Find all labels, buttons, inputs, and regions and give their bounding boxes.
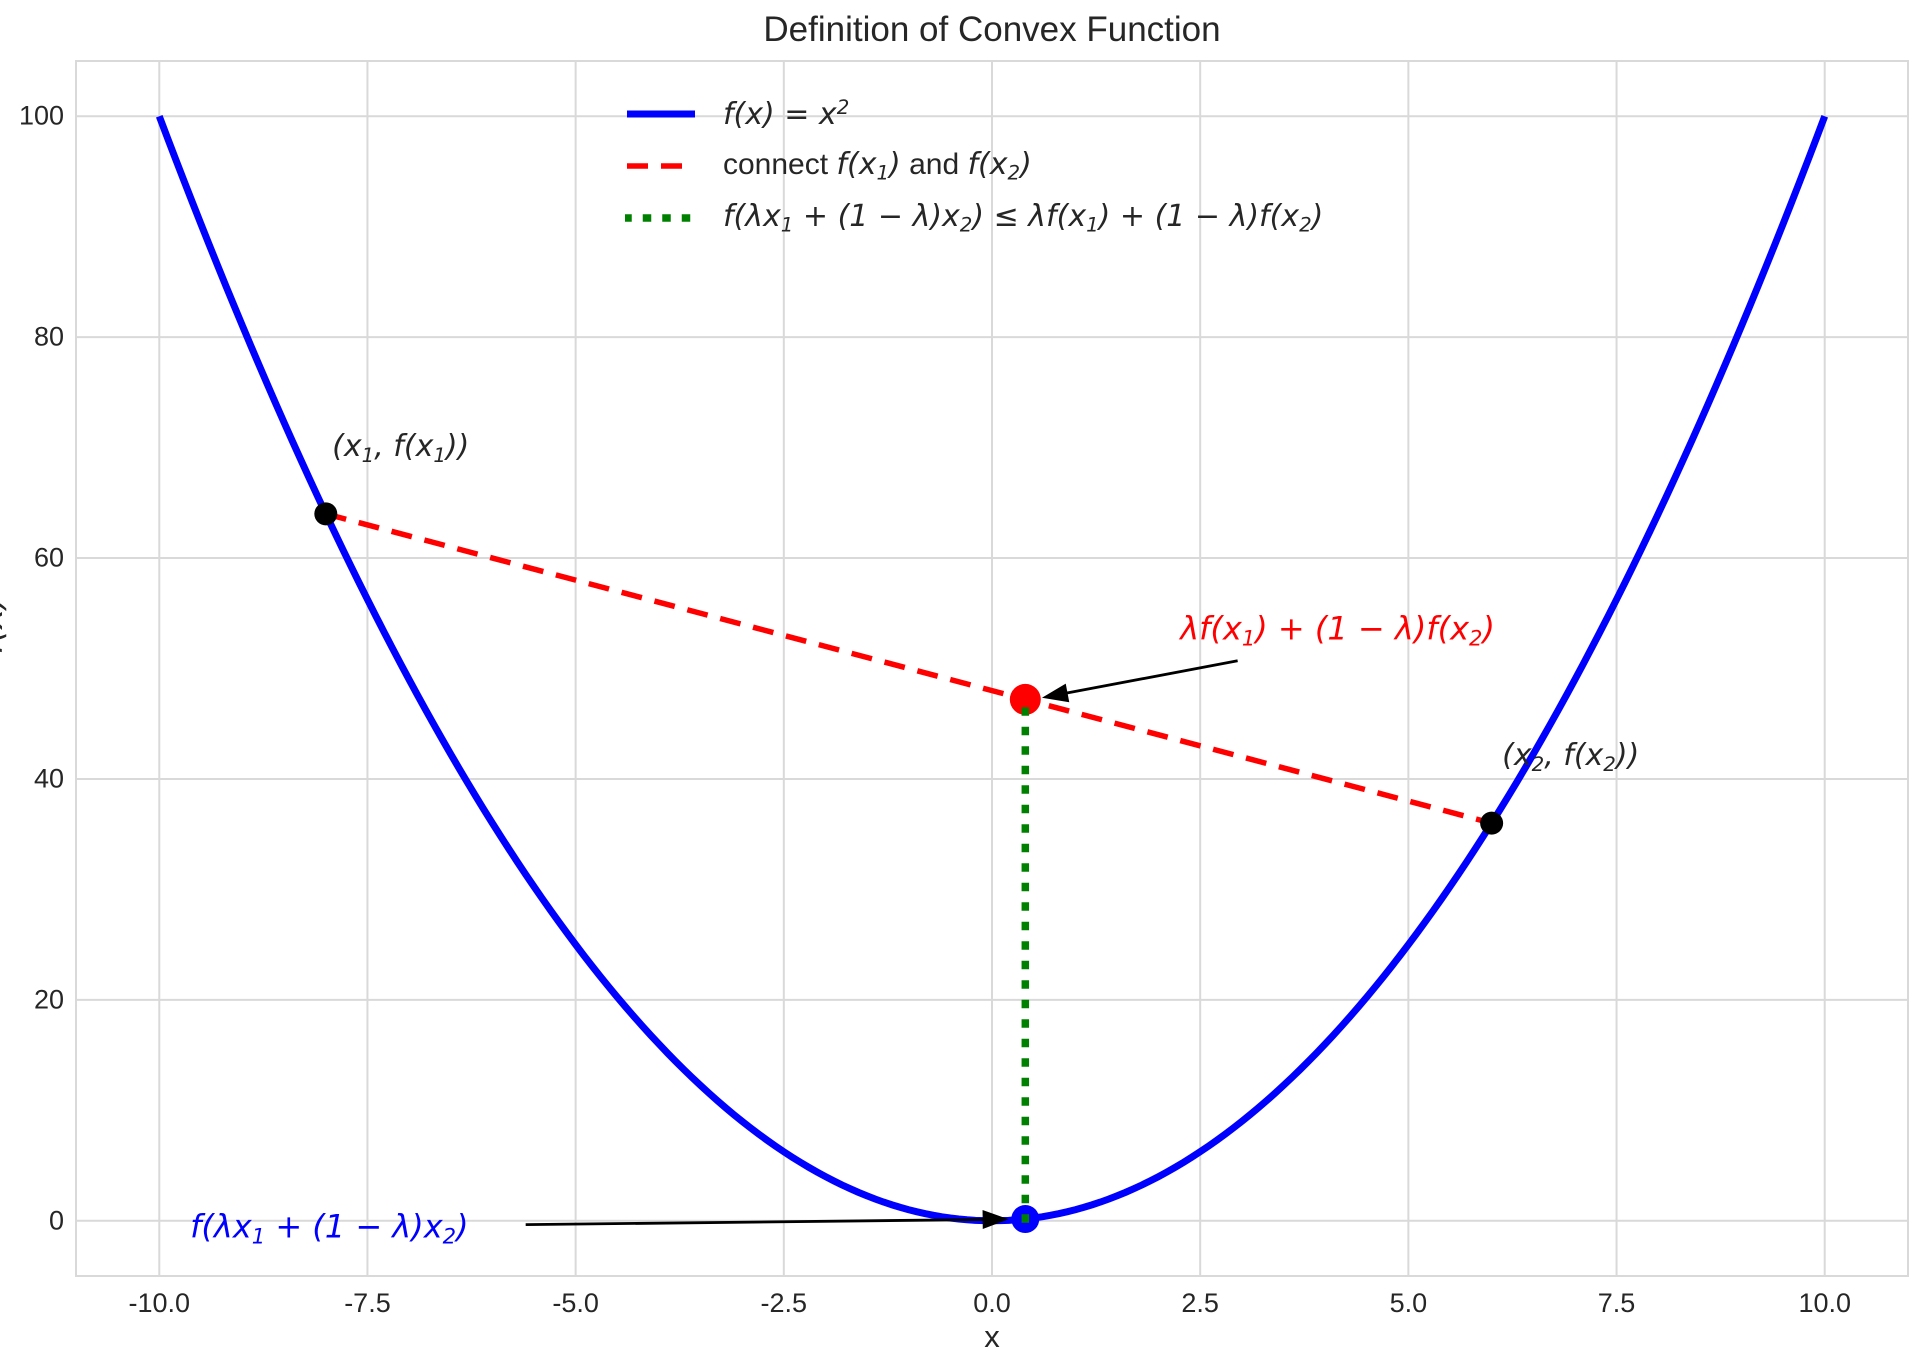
x-tick-label: 10.0 (1798, 1288, 1851, 1318)
point1-label: (x1, f(x1)) (332, 428, 470, 467)
x-tick-label: 0.0 (973, 1288, 1011, 1318)
plot-frame (75, 60, 1909, 1277)
y-tick-label: 0 (48, 1205, 64, 1236)
y-tick-label: 20 (33, 984, 64, 1015)
chord-line (325, 511, 1493, 826)
arrow-chord-value-head (1041, 683, 1070, 703)
annotation-curve-value: f(λx1 + (1 − λ)x2) (190, 1207, 469, 1249)
x-tick-label: -2.5 (760, 1288, 808, 1318)
arrow-curve-value-head (982, 1210, 1009, 1230)
arrow-chord-value-line (1063, 659, 1238, 696)
x-tick-label: -10.0 (128, 1288, 191, 1318)
x-tick-label: -7.5 (344, 1288, 391, 1318)
y-tick-label: 100 (18, 100, 64, 131)
y-axis-label: f(x) (0, 595, 11, 655)
legend: f(x) = x2 connect f(x1) and f(x2) f(λx1 + … (623, 88, 1324, 244)
y-tick-label: 60 (33, 542, 64, 573)
point-p1 (314, 502, 338, 526)
y-tick-label: 80 (33, 321, 64, 352)
y-tick-label: 40 (33, 763, 64, 794)
annotation-chord-value: λf(x1) + (1 − λ)f(x2) (1180, 609, 1495, 651)
chart-title: Definition of Convex Function (763, 10, 1221, 49)
legend-label: connect f(x1) and f(x2) (723, 147, 1032, 185)
legend-label: f(λx1 + (1 − λ)x2) ≤ λf(x1) + (1 − λ)f(x… (723, 199, 1324, 237)
point-p2 (1480, 811, 1504, 835)
x-tick-label: 5.0 (1389, 1288, 1428, 1318)
x-tick-label: 2.5 (1181, 1288, 1219, 1318)
arrow-curve-value-line (525, 1218, 987, 1227)
legend-item-0: f(x) = x2 (625, 88, 1323, 140)
x-tick-label: -5.0 (552, 1288, 599, 1318)
legend-item-1: connect f(x1) and f(x2) (625, 140, 1323, 192)
x-axis-label: x (984, 1319, 1000, 1354)
point-chord-point (1009, 683, 1041, 715)
legend-sample-dashed (625, 156, 697, 176)
legend-sample-dotted (623, 208, 699, 228)
legend-item-2: f(λx1 + (1 − λ)x2) ≤ λf(x1) + (1 − λ)f(x… (623, 192, 1324, 244)
legend-label: f(x) = x2 (723, 96, 850, 132)
point2-label: (x2, f(x2)) (1502, 738, 1640, 776)
x-tick-label: 7.5 (1597, 1288, 1636, 1318)
legend-sample-solid (625, 104, 697, 124)
